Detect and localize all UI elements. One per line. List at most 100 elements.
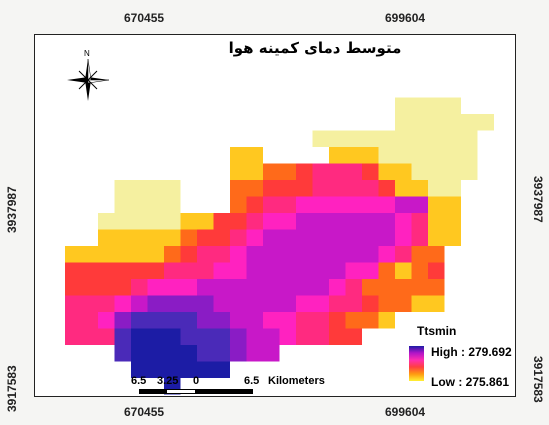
y-tick-right-1: 3937987 xyxy=(531,176,545,223)
raster-cell xyxy=(329,229,346,246)
raster-cell xyxy=(147,361,164,378)
raster-cell xyxy=(180,246,197,263)
raster-cell xyxy=(164,180,181,197)
raster-cell xyxy=(197,246,214,263)
raster-cell xyxy=(395,213,412,230)
raster-cell xyxy=(395,130,412,147)
raster-cell xyxy=(147,180,164,197)
raster-cell xyxy=(395,147,412,164)
raster-cell xyxy=(230,180,247,197)
raster-cell xyxy=(362,213,379,230)
raster-cell xyxy=(428,114,445,131)
raster-cell xyxy=(411,246,428,263)
scale-label-4: 6.5 xyxy=(244,375,260,387)
raster-cell xyxy=(213,262,230,279)
raster-cell xyxy=(329,196,346,213)
raster-cell xyxy=(279,262,296,279)
raster-cell xyxy=(246,312,263,329)
raster-cell xyxy=(164,361,181,378)
raster-cell xyxy=(197,213,214,230)
raster-cell xyxy=(147,345,164,362)
raster-cell xyxy=(131,180,148,197)
scale-label-3: 0 xyxy=(193,375,200,387)
raster-cell xyxy=(131,361,148,378)
raster-cell xyxy=(131,246,148,263)
raster-cell xyxy=(312,229,329,246)
y-tick-left-1: 3937987 xyxy=(5,186,19,233)
raster-cell xyxy=(246,229,263,246)
raster-cell xyxy=(213,229,230,246)
raster-cell xyxy=(428,147,445,164)
raster-cell xyxy=(428,262,445,279)
raster-cell xyxy=(180,361,197,378)
raster-cell xyxy=(444,163,461,180)
raster-cell xyxy=(147,213,164,230)
raster-cell xyxy=(395,246,412,263)
raster-cell xyxy=(180,279,197,296)
raster-cell xyxy=(164,196,181,213)
scale-label-2: 3.25 xyxy=(157,375,179,387)
raster-cell xyxy=(296,262,313,279)
raster-cell xyxy=(428,229,445,246)
raster-cell xyxy=(329,262,346,279)
raster-cell xyxy=(164,295,181,312)
raster-cell xyxy=(444,147,461,164)
raster-cell xyxy=(98,312,115,329)
raster-cell xyxy=(312,180,329,197)
raster-cell xyxy=(263,229,280,246)
raster-cell xyxy=(147,295,164,312)
raster-cell xyxy=(428,196,445,213)
raster-cell xyxy=(65,312,82,329)
temperature-raster xyxy=(65,97,494,395)
raster-cell xyxy=(378,130,395,147)
raster-cell xyxy=(197,229,214,246)
north-arrow: N xyxy=(65,47,111,110)
raster-cell xyxy=(329,246,346,263)
raster-cell xyxy=(395,163,412,180)
raster-cell xyxy=(197,361,214,378)
raster-cell xyxy=(428,97,445,114)
raster-cell xyxy=(263,163,280,180)
raster-cell xyxy=(65,262,82,279)
raster-cell xyxy=(296,196,313,213)
raster-cell xyxy=(114,295,131,312)
raster-cell xyxy=(263,180,280,197)
raster-cell xyxy=(114,312,131,329)
raster-cell xyxy=(230,229,247,246)
raster-cell xyxy=(147,229,164,246)
raster-cell xyxy=(411,229,428,246)
raster-cell xyxy=(395,295,412,312)
raster-cell xyxy=(378,163,395,180)
raster-cell xyxy=(362,130,379,147)
raster-cell xyxy=(279,180,296,197)
raster-cell xyxy=(395,180,412,197)
raster-cell xyxy=(312,163,329,180)
raster-cell xyxy=(362,196,379,213)
raster-cell xyxy=(312,279,329,296)
raster-cell xyxy=(411,130,428,147)
x-tick-bottom-2: 699604 xyxy=(385,405,426,419)
raster-cell xyxy=(444,229,461,246)
raster-cell xyxy=(180,262,197,279)
raster-cell xyxy=(246,279,263,296)
raster-cell xyxy=(428,180,445,197)
raster-cell xyxy=(411,262,428,279)
raster-cell xyxy=(362,246,379,263)
raster-cell xyxy=(164,229,181,246)
raster-cell xyxy=(131,328,148,345)
raster-cell xyxy=(164,345,181,362)
raster-cell xyxy=(378,262,395,279)
raster-cell xyxy=(180,345,197,362)
raster-cell xyxy=(213,279,230,296)
raster-cell xyxy=(114,262,131,279)
raster-cell xyxy=(98,295,115,312)
raster-cell xyxy=(362,312,379,329)
raster-cell xyxy=(345,163,362,180)
raster-cell xyxy=(329,279,346,296)
raster-cell xyxy=(345,196,362,213)
raster-cell xyxy=(213,328,230,345)
raster-cell xyxy=(428,246,445,263)
raster-cell xyxy=(411,180,428,197)
raster-cell xyxy=(461,163,478,180)
raster-cell xyxy=(230,196,247,213)
